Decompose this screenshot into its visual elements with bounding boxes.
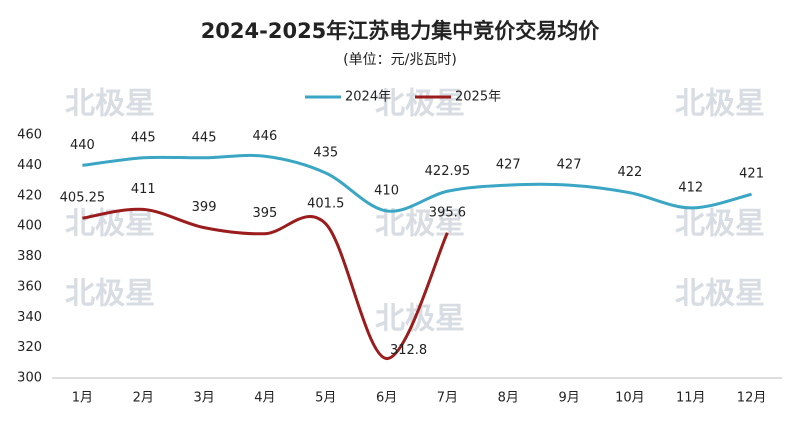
x-tick-label: 2月 bbox=[133, 391, 154, 406]
chart-subtitle: (单位：元/兆瓦时) bbox=[343, 52, 457, 68]
data-label: 421 bbox=[739, 167, 764, 182]
data-label: 405.25 bbox=[60, 191, 106, 206]
y-tick-label: 320 bbox=[17, 340, 42, 355]
x-tick-label: 12月 bbox=[737, 391, 767, 406]
y-tick-label: 420 bbox=[17, 188, 42, 203]
x-tick-label: 3月 bbox=[193, 391, 214, 406]
data-label: 395.6 bbox=[429, 205, 466, 220]
y-tick-label: 380 bbox=[17, 249, 42, 264]
watermark: 北极星 bbox=[675, 277, 765, 312]
data-label: 312.8 bbox=[390, 343, 427, 358]
watermark: 北极星 bbox=[675, 87, 765, 122]
data-label: 410 bbox=[374, 183, 399, 198]
y-tick-label: 460 bbox=[17, 128, 42, 143]
x-tick-label: 10月 bbox=[615, 391, 645, 406]
x-tick-label: 9月 bbox=[558, 391, 579, 406]
data-label: 422.95 bbox=[425, 164, 471, 179]
watermark: 北极星 bbox=[65, 87, 155, 122]
chart-title: 2024-2025年江苏电力集中竞价交易均价 bbox=[201, 19, 601, 43]
y-tick-label: 340 bbox=[17, 310, 42, 325]
data-label: 411 bbox=[131, 182, 156, 197]
x-tick-label: 8月 bbox=[498, 391, 519, 406]
y-tick-label: 360 bbox=[17, 279, 42, 294]
legend-label: 2024年 bbox=[345, 90, 391, 105]
data-label: 412 bbox=[678, 180, 703, 195]
x-tick-label: 6月 bbox=[376, 391, 397, 406]
data-label: 395 bbox=[253, 206, 278, 221]
y-tick-label: 440 bbox=[17, 158, 42, 173]
series-line bbox=[82, 153, 752, 213]
data-label: 445 bbox=[131, 130, 156, 145]
y-tick-label: 300 bbox=[17, 371, 42, 386]
data-label: 399 bbox=[192, 200, 217, 215]
data-label: 446 bbox=[253, 129, 278, 144]
watermark: 北极星 bbox=[675, 207, 765, 242]
x-tick-label: 11月 bbox=[676, 391, 706, 406]
x-tick-label: 4月 bbox=[254, 391, 275, 406]
x-tick-label: 5月 bbox=[315, 391, 336, 406]
data-label: 435 bbox=[313, 145, 338, 160]
legend-label: 2025年 bbox=[455, 90, 501, 105]
data-label: 427 bbox=[557, 158, 582, 173]
data-label: 401.5 bbox=[307, 196, 344, 211]
data-label: 422 bbox=[618, 165, 643, 180]
data-label: 445 bbox=[192, 130, 217, 145]
series-line bbox=[82, 207, 449, 361]
data-label: 440 bbox=[70, 138, 95, 153]
watermark: 北极星 bbox=[65, 277, 155, 312]
data-label: 427 bbox=[496, 158, 521, 173]
x-tick-label: 1月 bbox=[72, 391, 93, 406]
watermark: 北极星 bbox=[375, 87, 465, 122]
y-tick-label: 400 bbox=[17, 219, 42, 234]
x-tick-label: 7月 bbox=[437, 391, 458, 406]
